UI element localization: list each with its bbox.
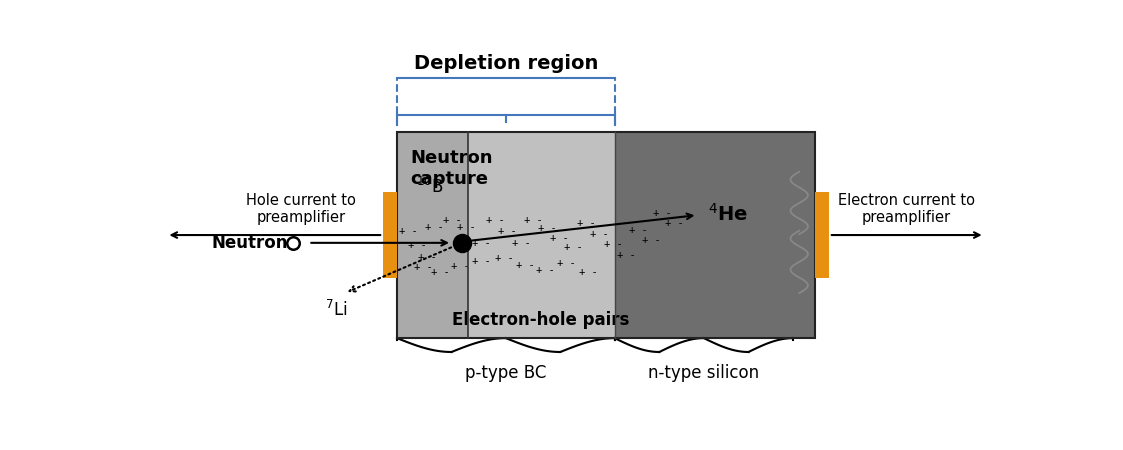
Text: + -: + - bbox=[431, 266, 450, 277]
Text: Neutron: Neutron bbox=[212, 234, 289, 252]
Text: + -: + - bbox=[426, 222, 444, 232]
Text: $^{10}$B: $^{10}$B bbox=[417, 177, 444, 198]
Text: + -: + - bbox=[399, 226, 418, 236]
Text: n-type silicon: n-type silicon bbox=[648, 364, 759, 382]
Text: + -: + - bbox=[642, 235, 660, 245]
Text: + -: + - bbox=[524, 215, 544, 225]
Bar bbox=[815, 192, 829, 279]
Text: + -: + - bbox=[451, 261, 471, 271]
Text: + -: + - bbox=[512, 238, 531, 248]
Text: + -: + - bbox=[515, 260, 535, 270]
Text: + -: + - bbox=[564, 243, 583, 252]
Text: + -: + - bbox=[603, 239, 622, 249]
Text: $^{7}$Li: $^{7}$Li bbox=[325, 300, 347, 320]
Text: + -: + - bbox=[457, 222, 476, 232]
Bar bbox=[398, 132, 468, 338]
Text: + -: + - bbox=[665, 218, 683, 228]
Text: + -: + - bbox=[629, 225, 648, 235]
Bar bbox=[468, 132, 614, 338]
Text: $^{4}$He: $^{4}$He bbox=[707, 202, 748, 225]
Bar bbox=[383, 192, 398, 279]
Text: + -: + - bbox=[486, 215, 505, 225]
Text: + -: + - bbox=[557, 257, 576, 268]
Text: Depletion region: Depletion region bbox=[413, 54, 599, 73]
Text: + -: + - bbox=[499, 226, 517, 236]
Text: + -: + - bbox=[472, 238, 491, 248]
Text: + -: + - bbox=[550, 233, 569, 243]
Text: Electron current to
preamplifier: Electron current to preamplifier bbox=[838, 193, 975, 225]
Text: + -: + - bbox=[414, 262, 432, 272]
Text: + -: + - bbox=[579, 266, 597, 277]
Bar bbox=[398, 132, 815, 338]
Text: + -: + - bbox=[418, 252, 437, 262]
Bar bbox=[398, 132, 815, 338]
Text: p-type BC: p-type BC bbox=[465, 364, 547, 382]
Text: + -: + - bbox=[408, 239, 427, 250]
Text: + -: + - bbox=[654, 208, 672, 218]
Text: + -: + - bbox=[590, 229, 609, 239]
Text: + -: + - bbox=[576, 218, 595, 228]
Text: + -: + - bbox=[617, 250, 636, 260]
Text: Electron-hole pairs: Electron-hole pairs bbox=[453, 311, 629, 329]
Text: + -: + - bbox=[538, 223, 557, 233]
Text: + -: + - bbox=[442, 215, 462, 225]
Text: Neutron
capture: Neutron capture bbox=[410, 149, 493, 188]
Text: + -: + - bbox=[536, 265, 555, 274]
Text: + -: + - bbox=[472, 256, 491, 266]
Text: + -: + - bbox=[495, 253, 513, 263]
Text: Hole current to
preamplifier: Hole current to preamplifier bbox=[246, 193, 356, 225]
